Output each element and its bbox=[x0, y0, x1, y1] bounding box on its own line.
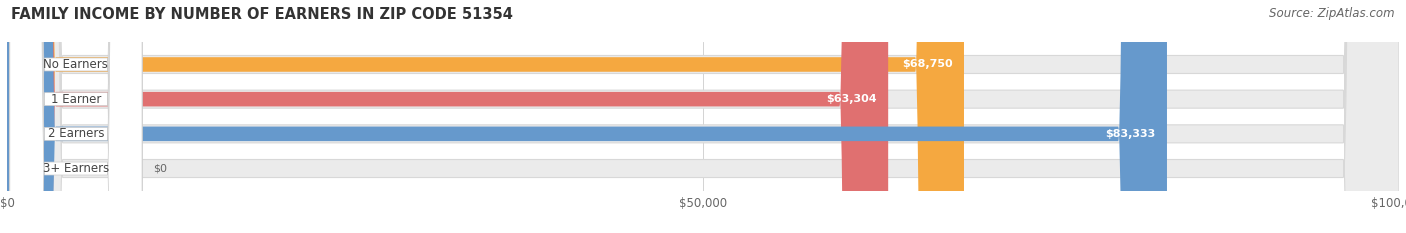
FancyBboxPatch shape bbox=[7, 0, 1399, 233]
Text: $83,333: $83,333 bbox=[1105, 129, 1156, 139]
Text: 2 Earners: 2 Earners bbox=[48, 127, 104, 140]
Text: 3+ Earners: 3+ Earners bbox=[42, 162, 110, 175]
Text: FAMILY INCOME BY NUMBER OF EARNERS IN ZIP CODE 51354: FAMILY INCOME BY NUMBER OF EARNERS IN ZI… bbox=[11, 7, 513, 22]
Text: 1 Earner: 1 Earner bbox=[51, 93, 101, 106]
FancyBboxPatch shape bbox=[10, 0, 142, 233]
FancyBboxPatch shape bbox=[7, 0, 1167, 233]
FancyBboxPatch shape bbox=[10, 0, 142, 233]
FancyBboxPatch shape bbox=[7, 0, 1399, 233]
FancyBboxPatch shape bbox=[10, 0, 142, 233]
Text: $63,304: $63,304 bbox=[827, 94, 877, 104]
FancyBboxPatch shape bbox=[7, 0, 889, 233]
Text: $68,750: $68,750 bbox=[903, 59, 953, 69]
FancyBboxPatch shape bbox=[7, 0, 1399, 233]
FancyBboxPatch shape bbox=[7, 0, 965, 233]
Text: Source: ZipAtlas.com: Source: ZipAtlas.com bbox=[1270, 7, 1395, 20]
FancyBboxPatch shape bbox=[10, 0, 142, 233]
Text: No Earners: No Earners bbox=[44, 58, 108, 71]
FancyBboxPatch shape bbox=[7, 0, 1399, 233]
Text: $0: $0 bbox=[153, 164, 167, 174]
